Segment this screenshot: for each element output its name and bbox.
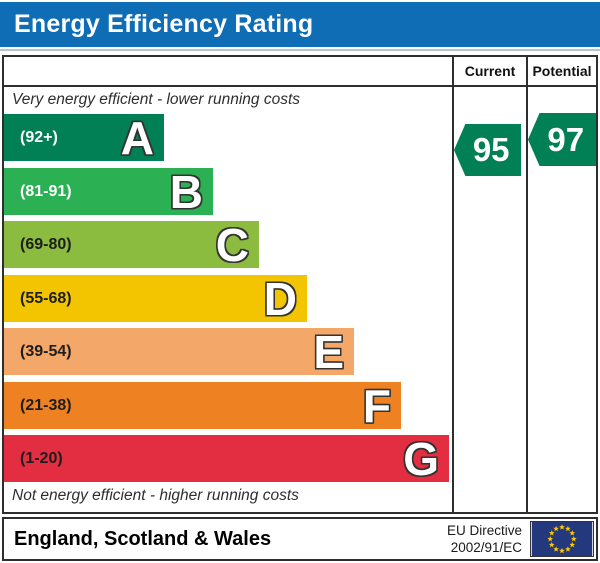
- current-column-divider: [452, 57, 454, 512]
- band-row-e: (39-54) E: [4, 326, 354, 378]
- band-range-label-e: (39-54): [20, 343, 72, 360]
- band-letter-c: C: [215, 219, 249, 271]
- band-row-d: (55-68) D: [4, 273, 307, 325]
- note-not-efficient: Not energy efficient - higher running co…: [12, 487, 299, 504]
- band-range-label-g: (1-20): [20, 450, 63, 467]
- eu-directive-label: EU Directive 2002/91/EC: [447, 522, 522, 556]
- band-letter-e: E: [313, 326, 344, 378]
- band-letter-f: F: [362, 380, 391, 432]
- band-row-c: (69-80) C: [4, 219, 259, 271]
- eu-directive-line1: EU Directive: [446, 523, 522, 538]
- band-range-label-c: (69-80): [20, 236, 72, 253]
- header-divider: [4, 85, 596, 87]
- note-very-efficient: Very energy efficient - lower running co…: [12, 91, 301, 108]
- current-rating-marker: 95: [454, 124, 521, 176]
- band-range-label-b: (81-91): [20, 183, 72, 200]
- page-title: Energy Efficiency Rating: [14, 10, 314, 38]
- band-letter-b: B: [169, 166, 203, 218]
- region-label: England, Scotland & Wales: [14, 528, 272, 550]
- potential-column-divider: [526, 57, 528, 512]
- eu-directive-line2: 2002/91/EC: [450, 540, 522, 555]
- band-row-f: (21-38) F: [4, 380, 401, 432]
- column-header-potential: Potential: [532, 63, 592, 79]
- title-bar: Energy Efficiency Rating: [0, 2, 600, 47]
- band-row-a: (92+) A: [4, 112, 164, 164]
- footer-bar: England, Scotland & Wales EU Directive 2…: [2, 517, 598, 561]
- band-letter-a: A: [120, 112, 154, 164]
- band-row-g: (1-20) G: [4, 433, 449, 485]
- title-underline: [0, 49, 600, 51]
- column-header-current: Current: [464, 63, 516, 79]
- potential-rating-value: 97: [547, 121, 585, 158]
- band-range-label-d: (55-68): [20, 290, 72, 307]
- eu-flag-icon: [530, 521, 594, 557]
- rating-table: Current Potential Very energy efficient …: [2, 55, 598, 514]
- current-rating-value: 95: [472, 131, 510, 168]
- band-range-label-a: (92+): [20, 129, 58, 146]
- potential-rating-marker: 97: [528, 113, 596, 166]
- band-letter-g: G: [403, 433, 439, 485]
- band-letter-d: D: [263, 273, 297, 325]
- band-range-label-f: (21-38): [20, 397, 72, 414]
- band-row-b: (81-91) B: [4, 166, 213, 218]
